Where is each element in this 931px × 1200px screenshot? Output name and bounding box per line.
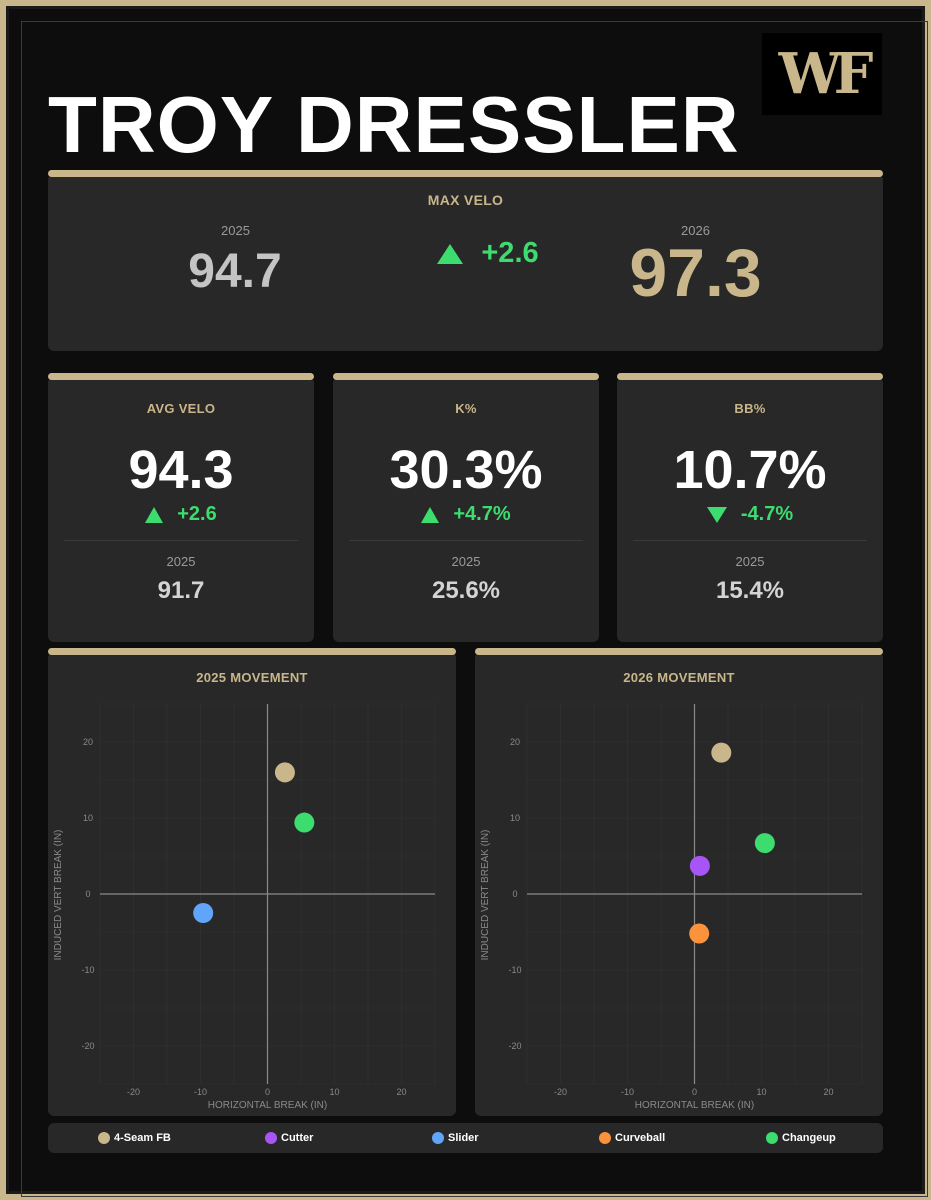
x-tick-label: 0	[265, 1087, 270, 1097]
x-tick-label: 0	[692, 1087, 697, 1097]
player-name: TROY DRESSLER	[48, 80, 740, 169]
x-axis-label: HORIZONTAL BREAK (IN)	[208, 1100, 327, 1111]
chart-title: 2026 MOVEMENT	[623, 670, 735, 685]
legend-item-changeup: Changeup	[766, 1123, 836, 1153]
x-tick-label: -10	[621, 1087, 634, 1097]
y-tick-label: 20	[83, 737, 93, 747]
legend-label: 4-Seam FB	[114, 1132, 171, 1144]
y-tick-label: -20	[81, 1041, 94, 1051]
max-velo-prev-year: 2025	[221, 223, 250, 238]
stat-card-k: K% 30.3% +4.7% 2025 25.6%	[333, 373, 599, 642]
stat-prev-value: 25.6%	[431, 577, 501, 604]
max-velo-delta-value: +2.6	[481, 237, 539, 269]
movement-2026-chart: -20 -10 0 10 20 20 10 0 -10 -20 HORIZONTAL BREAK (…	[480, 703, 863, 1111]
pitch-point-cutter	[689, 855, 710, 876]
legend-dot-icon	[432, 1132, 444, 1144]
card-accent-bar	[48, 170, 883, 177]
legend-item-cutter: Cutter	[265, 1123, 313, 1153]
legend-dot-icon	[98, 1132, 110, 1144]
card-accent-bar	[48, 648, 456, 655]
legend-label: Cutter	[281, 1132, 314, 1144]
max-velo-curr-value: 97.3	[629, 235, 762, 311]
card-accent-bar	[617, 373, 883, 380]
card-accent-bar	[333, 373, 599, 380]
y-tick-label: -10	[81, 965, 94, 975]
y-tick-label: -20	[508, 1041, 521, 1051]
divider	[64, 540, 298, 541]
stat-delta-value: +2.6	[177, 503, 217, 525]
stat-delta-value: +4.7%	[453, 503, 511, 525]
pitch-point-4-seam-fb	[711, 742, 732, 763]
pitch-point-curveball	[689, 923, 710, 944]
pitch-legend: 4-Seam FB Cutter Slider Curveball Changeup	[48, 1123, 883, 1153]
card-accent-bar	[48, 373, 314, 380]
stat-card-bb: BB% 10.7% -4.7% 2025 15.4%	[617, 373, 883, 642]
y-axis-label: INDUCED VERT BREAK (IN)	[53, 830, 64, 961]
movement-2026-card: 2026 MOVEMENT -20 -10 0 10 20 20 10 0 -10 -20 HORI…	[475, 648, 883, 1116]
stat-prev-value: 15.4%	[715, 577, 785, 604]
stat-title: AVG VELO	[146, 401, 216, 416]
card-accent-bar	[475, 648, 883, 655]
up-arrow-icon	[437, 243, 464, 264]
stat-prev-value: 91.7	[157, 577, 205, 604]
stat-prev-year: 2025	[166, 554, 196, 569]
stat-title: K%	[455, 401, 477, 416]
movement-2025-chart: -20 -10 0 10 20 20 10 0 -10 -20 HORIZONTAL BREAK (…	[53, 703, 436, 1111]
divider	[633, 540, 867, 541]
x-tick-label: 20	[823, 1087, 833, 1097]
up-arrow-icon	[421, 506, 440, 523]
legend-label: Curveball	[615, 1132, 666, 1144]
legend-label: Changeup	[782, 1132, 836, 1144]
x-axis-label: HORIZONTAL BREAK (IN)	[635, 1100, 754, 1111]
stat-title: BB%	[734, 401, 766, 416]
up-arrow-icon	[145, 506, 164, 523]
legend-item-curveball: Curveball	[599, 1123, 665, 1153]
chart-title: 2025 MOVEMENT	[196, 670, 308, 685]
max-velo-prev-value: 94.7	[188, 245, 282, 298]
pitch-point-slider	[193, 903, 214, 923]
stat-delta-value: -4.7%	[740, 503, 794, 525]
legend-label: Slider	[448, 1132, 479, 1144]
y-tick-label: 10	[83, 813, 93, 823]
stat-delta: +4.7%	[333, 503, 599, 526]
pitch-point-changeup	[754, 833, 775, 854]
legend-item-slider: Slider	[432, 1123, 479, 1153]
y-axis-label: INDUCED VERT BREAK (IN)	[480, 830, 491, 961]
y-tick-label: -10	[508, 965, 521, 975]
stat-delta: -4.7%	[617, 503, 883, 526]
pitch-point-changeup	[294, 812, 315, 833]
stat-prev-year: 2025	[735, 554, 765, 569]
stat-value: 30.3%	[389, 440, 543, 500]
max-velo-card: MAX VELO 2025 94.7 +2.6 2026 97.3	[48, 170, 883, 351]
x-tick-label: -20	[554, 1087, 567, 1097]
y-tick-label: 0	[512, 889, 517, 899]
stat-card-avg-velo: AVG VELO 94.3 +2.6 2025 91.7	[48, 373, 314, 642]
legend-item-4-seam-fb: 4-Seam FB	[98, 1123, 171, 1153]
max-velo-curr-year: 2026	[681, 223, 710, 238]
y-tick-label: 0	[85, 889, 90, 899]
stat-delta: +2.6	[48, 503, 314, 526]
legend-dot-icon	[599, 1132, 611, 1144]
stat-value: 10.7%	[673, 440, 827, 500]
divider	[349, 540, 583, 541]
pitch-point-4-seam-fb	[274, 762, 295, 783]
legend-dot-icon	[766, 1132, 778, 1144]
legend-dot-icon	[265, 1132, 277, 1144]
max-velo-title: MAX VELO	[427, 192, 504, 208]
x-tick-label: -10	[194, 1087, 207, 1097]
max-velo-delta: +2.6	[388, 237, 588, 270]
x-tick-label: 10	[329, 1087, 339, 1097]
x-tick-label: -20	[127, 1087, 140, 1097]
y-tick-label: 10	[510, 813, 520, 823]
stat-value: 94.3	[128, 440, 234, 500]
movement-2025-card: 2025 MOVEMENT -20 -10 0 10 20 20 10 0 -10 -20 HORI…	[48, 648, 456, 1116]
x-tick-label: 10	[756, 1087, 766, 1097]
x-tick-label: 20	[396, 1087, 406, 1097]
down-arrow-icon	[706, 506, 727, 523]
team-logo: WF	[762, 33, 882, 115]
stat-prev-year: 2025	[451, 554, 481, 569]
y-tick-label: 20	[510, 737, 520, 747]
